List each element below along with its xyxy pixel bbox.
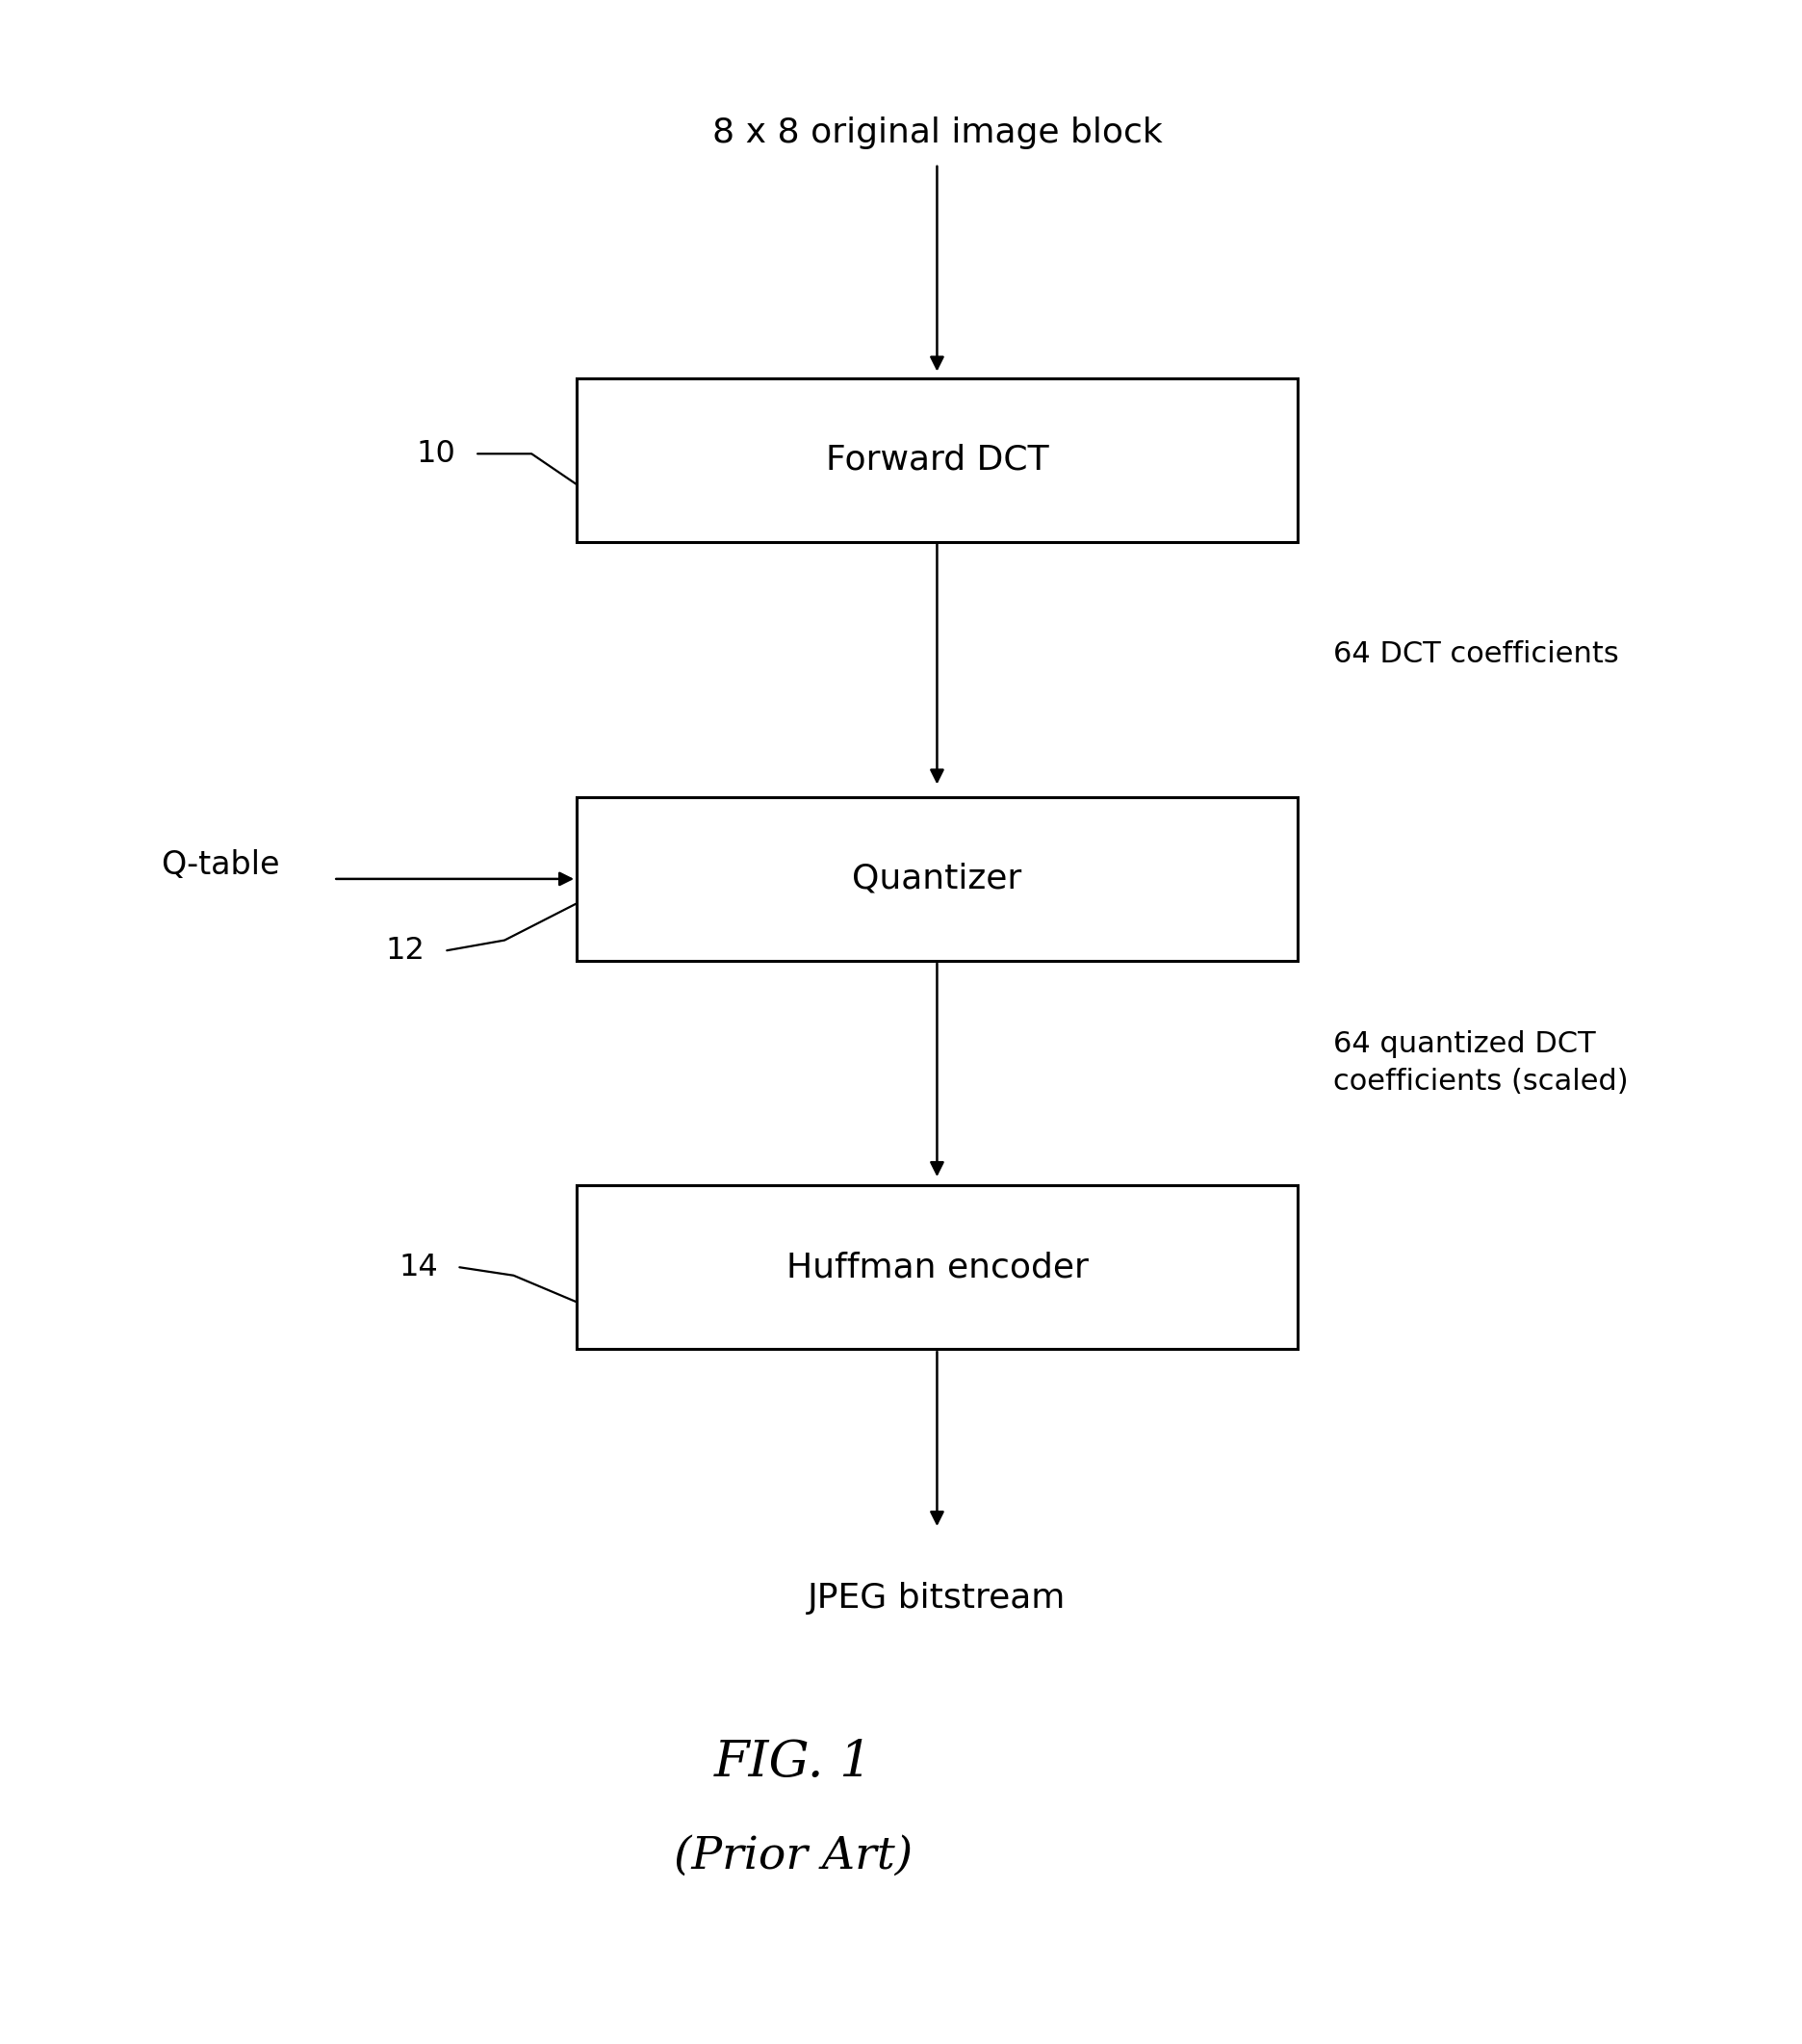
Text: 8 x 8 original image block: 8 x 8 original image block — [712, 117, 1162, 149]
Text: 64 quantized DCT
coefficients (scaled): 64 quantized DCT coefficients (scaled) — [1333, 1030, 1629, 1096]
Text: FIG. 1: FIG. 1 — [714, 1737, 872, 1786]
Text: (Prior Art): (Prior Art) — [674, 1833, 912, 1878]
Bar — [577, 797, 1297, 961]
Text: JPEG bitstream: JPEG bitstream — [807, 1582, 1067, 1615]
Text: Q-table: Q-table — [160, 848, 279, 881]
Text: 64 DCT coefficients: 64 DCT coefficients — [1333, 640, 1620, 668]
Text: Quantizer: Quantizer — [852, 863, 1022, 895]
Text: 14: 14 — [398, 1253, 438, 1282]
Bar — [577, 1186, 1297, 1349]
Bar — [577, 378, 1297, 542]
Text: Forward DCT: Forward DCT — [825, 444, 1049, 476]
Text: 10: 10 — [416, 439, 456, 468]
Text: Huffman encoder: Huffman encoder — [786, 1251, 1088, 1284]
Text: 12: 12 — [386, 936, 425, 965]
